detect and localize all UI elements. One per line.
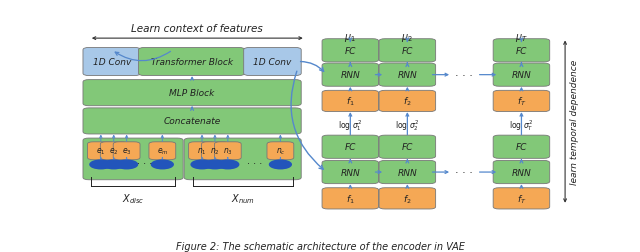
Text: $e_2$: $e_2$ — [109, 146, 118, 156]
Text: $\log\,\sigma_T^2$: $\log\,\sigma_T^2$ — [509, 117, 534, 132]
FancyBboxPatch shape — [379, 64, 436, 87]
Text: 1D Conv: 1D Conv — [253, 58, 292, 67]
FancyBboxPatch shape — [493, 161, 550, 184]
Text: $n_c$: $n_c$ — [276, 146, 285, 156]
FancyBboxPatch shape — [189, 142, 216, 160]
FancyBboxPatch shape — [214, 142, 241, 160]
Circle shape — [116, 161, 138, 169]
FancyBboxPatch shape — [493, 136, 550, 159]
Text: FC: FC — [344, 47, 356, 56]
FancyBboxPatch shape — [493, 64, 550, 87]
Circle shape — [204, 161, 226, 169]
FancyBboxPatch shape — [322, 136, 379, 159]
FancyBboxPatch shape — [267, 142, 294, 160]
Text: RNN: RNN — [340, 168, 360, 177]
FancyBboxPatch shape — [149, 142, 176, 160]
Text: Transformer Block: Transformer Block — [150, 58, 233, 67]
Circle shape — [269, 161, 291, 169]
Text: $n_2$: $n_2$ — [210, 146, 220, 156]
FancyBboxPatch shape — [88, 142, 114, 160]
Text: · · ·: · · · — [137, 159, 152, 169]
Circle shape — [103, 161, 125, 169]
FancyBboxPatch shape — [322, 161, 379, 184]
Circle shape — [217, 161, 239, 169]
Text: $f_T$: $f_T$ — [516, 192, 526, 205]
FancyBboxPatch shape — [184, 139, 301, 180]
Text: $\mu_2$: $\mu_2$ — [401, 32, 413, 44]
FancyBboxPatch shape — [493, 188, 550, 209]
FancyBboxPatch shape — [379, 188, 436, 209]
FancyBboxPatch shape — [322, 64, 379, 87]
Text: $e_m$: $e_m$ — [157, 146, 168, 156]
Text: RNN: RNN — [397, 71, 417, 80]
FancyBboxPatch shape — [493, 40, 550, 63]
Circle shape — [191, 161, 213, 169]
FancyBboxPatch shape — [379, 161, 436, 184]
Text: $n_3$: $n_3$ — [223, 146, 233, 156]
Text: 1D Conv: 1D Conv — [93, 58, 131, 67]
FancyBboxPatch shape — [322, 40, 379, 63]
Text: Concatenate: Concatenate — [163, 117, 221, 126]
FancyBboxPatch shape — [202, 142, 228, 160]
FancyBboxPatch shape — [322, 188, 379, 209]
Text: $f_2$: $f_2$ — [403, 95, 412, 108]
FancyBboxPatch shape — [83, 48, 141, 76]
FancyBboxPatch shape — [138, 48, 244, 76]
Text: FC: FC — [344, 143, 356, 152]
Text: · · ·: · · · — [456, 70, 474, 80]
FancyBboxPatch shape — [244, 48, 301, 76]
Text: $\mu_T$: $\mu_T$ — [515, 32, 528, 44]
Text: $\log\,\sigma_2^2$: $\log\,\sigma_2^2$ — [396, 117, 419, 132]
FancyBboxPatch shape — [379, 91, 436, 112]
FancyBboxPatch shape — [379, 40, 436, 63]
Text: Figure 2: The schematic architecture of the encoder in VAE: Figure 2: The schematic architecture of … — [175, 241, 465, 251]
Circle shape — [90, 161, 112, 169]
Text: $f_1$: $f_1$ — [346, 192, 355, 205]
Text: learn temporal dependence: learn temporal dependence — [570, 60, 579, 184]
Text: · · ·: · · · — [247, 159, 262, 169]
Text: $e_3$: $e_3$ — [122, 146, 131, 156]
Text: $f_T$: $f_T$ — [516, 95, 526, 108]
Text: FC: FC — [516, 143, 527, 152]
Text: RNN: RNN — [397, 168, 417, 177]
Text: $e_1$: $e_1$ — [96, 146, 106, 156]
Text: $f_1$: $f_1$ — [346, 95, 355, 108]
FancyBboxPatch shape — [379, 136, 436, 159]
Text: $X_{num}$: $X_{num}$ — [231, 191, 255, 205]
Text: Learn context of features: Learn context of features — [131, 24, 263, 34]
FancyBboxPatch shape — [83, 80, 301, 106]
FancyBboxPatch shape — [100, 142, 127, 160]
FancyBboxPatch shape — [322, 91, 379, 112]
Text: RNN: RNN — [511, 168, 531, 177]
Text: RNN: RNN — [340, 71, 360, 80]
FancyBboxPatch shape — [83, 139, 183, 180]
Text: $\log\,\sigma_1^2$: $\log\,\sigma_1^2$ — [338, 117, 362, 132]
FancyBboxPatch shape — [493, 91, 550, 112]
Text: $X_{disc}$: $X_{disc}$ — [122, 191, 145, 205]
Circle shape — [152, 161, 173, 169]
Text: $n_1$: $n_1$ — [197, 146, 207, 156]
Text: RNN: RNN — [511, 71, 531, 80]
Text: MLP Block: MLP Block — [170, 89, 215, 98]
Text: · · ·: · · · — [456, 167, 474, 177]
Text: FC: FC — [516, 47, 527, 56]
FancyBboxPatch shape — [83, 108, 301, 134]
Text: $f_2$: $f_2$ — [403, 192, 412, 205]
FancyBboxPatch shape — [113, 142, 140, 160]
Text: FC: FC — [402, 143, 413, 152]
Text: $\mu_1$: $\mu_1$ — [344, 32, 356, 44]
Text: FC: FC — [402, 47, 413, 56]
